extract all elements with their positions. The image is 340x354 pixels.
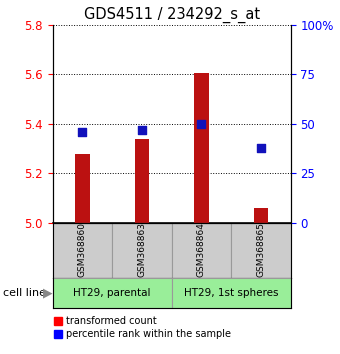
Bar <box>53 223 112 278</box>
Point <box>258 145 264 150</box>
Bar <box>53 278 172 308</box>
Bar <box>75 154 90 223</box>
Point <box>199 121 204 127</box>
Text: GSM368865: GSM368865 <box>256 222 266 277</box>
Text: GSM368860: GSM368860 <box>78 222 87 277</box>
Text: cell line: cell line <box>3 288 46 298</box>
Text: GSM368863: GSM368863 <box>137 222 147 277</box>
Text: HT29, parental: HT29, parental <box>73 288 151 298</box>
Bar <box>194 73 209 223</box>
Legend: transformed count, percentile rank within the sample: transformed count, percentile rank withi… <box>54 316 231 339</box>
Bar <box>135 139 149 223</box>
Title: GDS4511 / 234292_s_at: GDS4511 / 234292_s_at <box>84 7 260 23</box>
Text: ▶: ▶ <box>42 286 52 299</box>
Text: HT29, 1st spheres: HT29, 1st spheres <box>184 288 278 298</box>
Bar <box>254 208 268 223</box>
Point <box>80 129 85 135</box>
Text: GSM368864: GSM368864 <box>197 222 206 277</box>
Point <box>139 127 145 133</box>
Bar <box>112 223 172 278</box>
Bar <box>172 278 291 308</box>
Bar <box>231 223 291 278</box>
Bar <box>172 223 231 278</box>
